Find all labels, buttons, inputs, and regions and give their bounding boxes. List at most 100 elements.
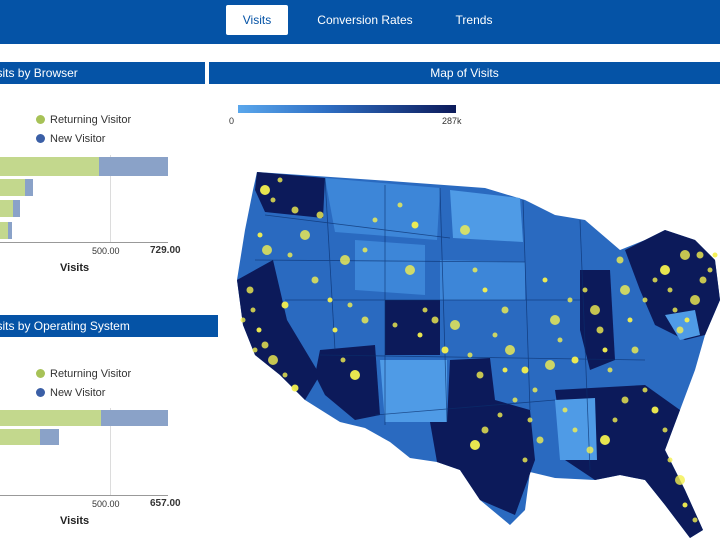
visit-dot [627,317,633,323]
visit-dot [287,252,293,258]
bar-new-visitor[interactable] [39,429,59,445]
os-panel-title: Visits by Operating System [0,315,218,337]
visit-dot [300,230,310,240]
visit-dot [497,412,503,418]
visit-dot [590,305,600,315]
os-x-axis-title: Visits [60,515,90,527]
visit-dot [470,440,480,450]
visit-dot [250,307,256,313]
bar-new-visitor[interactable] [99,157,168,176]
visit-dot [707,267,713,273]
visit-dot [340,357,346,363]
browser-panel-title: Visits by Browser [0,62,205,84]
os-tick-500: 500.00 [92,499,120,509]
visit-dot [268,355,278,365]
state-borders [254,177,646,471]
region-texas [430,358,535,515]
visit-dot [256,327,262,333]
scale-max-label: 287k [442,116,462,126]
visit-dot [621,396,629,404]
visit-dot [411,221,419,229]
visit-dot [672,307,678,313]
visit-dot [521,366,529,374]
visit-dot [545,360,555,370]
visit-dot [240,317,246,323]
region-colorado [385,300,440,355]
region-wyoming [355,240,425,295]
visit-dot [642,297,648,303]
visit-dot [492,332,498,338]
visit-dot [712,252,718,258]
visit-dot [311,276,319,284]
visit-dot [642,387,648,393]
region-ohio-lake [665,310,700,340]
bar-returning-visitor[interactable] [0,429,40,445]
visit-dot [536,436,544,444]
bar-new-visitor[interactable] [101,410,168,426]
bar-returning-visitor[interactable] [0,410,101,426]
visit-dot [662,427,668,433]
visit-dot [441,346,449,354]
visit-dot [505,345,515,355]
visit-dot [347,302,353,308]
visit-dot [612,417,618,423]
bar-returning-visitor[interactable] [0,157,100,176]
visit-dot [340,255,350,265]
visit-dot [481,426,489,434]
visit-dot [262,245,272,255]
browser-x-axis-title: Visits [60,262,90,274]
visit-dot [270,197,276,203]
visit-dot [282,372,288,378]
visit-dot [450,320,460,330]
visit-dot [557,337,563,343]
bar-new-visitor[interactable] [25,179,34,196]
visit-dot [501,306,509,314]
x-axis-line [0,242,168,243]
bar-new-visitor[interactable] [12,200,20,217]
visit-dot [676,326,684,334]
visit-dot [684,317,690,323]
visit-dot [571,356,579,364]
visit-dot [562,407,568,413]
new-visitor-dot-icon [36,388,45,397]
new-visitor-dot-icon [36,134,45,143]
visit-dot [651,406,659,414]
visit-dot [417,332,423,338]
visit-dot [542,277,548,283]
visit-dot [596,326,604,334]
legend-returning-visitor: Returning Visitor [36,114,131,126]
visit-dot [550,315,560,325]
visit-dot [260,185,270,195]
visit-dot [680,250,690,260]
visit-dot [667,287,673,293]
visit-dot [682,502,688,508]
bar-returning-visitor[interactable] [0,179,26,196]
os-bar-chart [0,408,168,496]
visit-dot [467,352,473,358]
tab-trends[interactable]: Trends [455,13,493,27]
top-nav: Visits Conversion Rates Trends [0,0,720,44]
map-panel-title: Map of Visits [209,62,720,84]
visit-dot [667,457,673,463]
returning-visitor-dot-icon [36,369,45,378]
tab-conversion-rates[interactable]: Conversion Rates [317,13,413,27]
visit-dot [316,211,324,219]
visit-dot [252,347,258,353]
tab-visits[interactable]: Visits [226,5,288,35]
visit-dot [690,295,700,305]
us-visits-map[interactable] [225,160,720,540]
region-nebraska [440,260,525,300]
visit-dot [602,347,608,353]
visit-dot [675,475,685,485]
region-northeast [625,230,720,340]
visit-dot [692,517,698,523]
bar-returning-visitor[interactable] [0,222,9,239]
returning-visitor-dot-icon [36,115,45,124]
region-california [237,260,320,400]
visit-dot [327,297,333,303]
legend-new-visitor: New Visitor [36,387,105,399]
bar-returning-visitor[interactable] [0,200,13,217]
visit-dot [277,177,283,183]
scale-min-label: 0 [229,116,235,126]
bar-new-visitor[interactable] [8,222,12,239]
